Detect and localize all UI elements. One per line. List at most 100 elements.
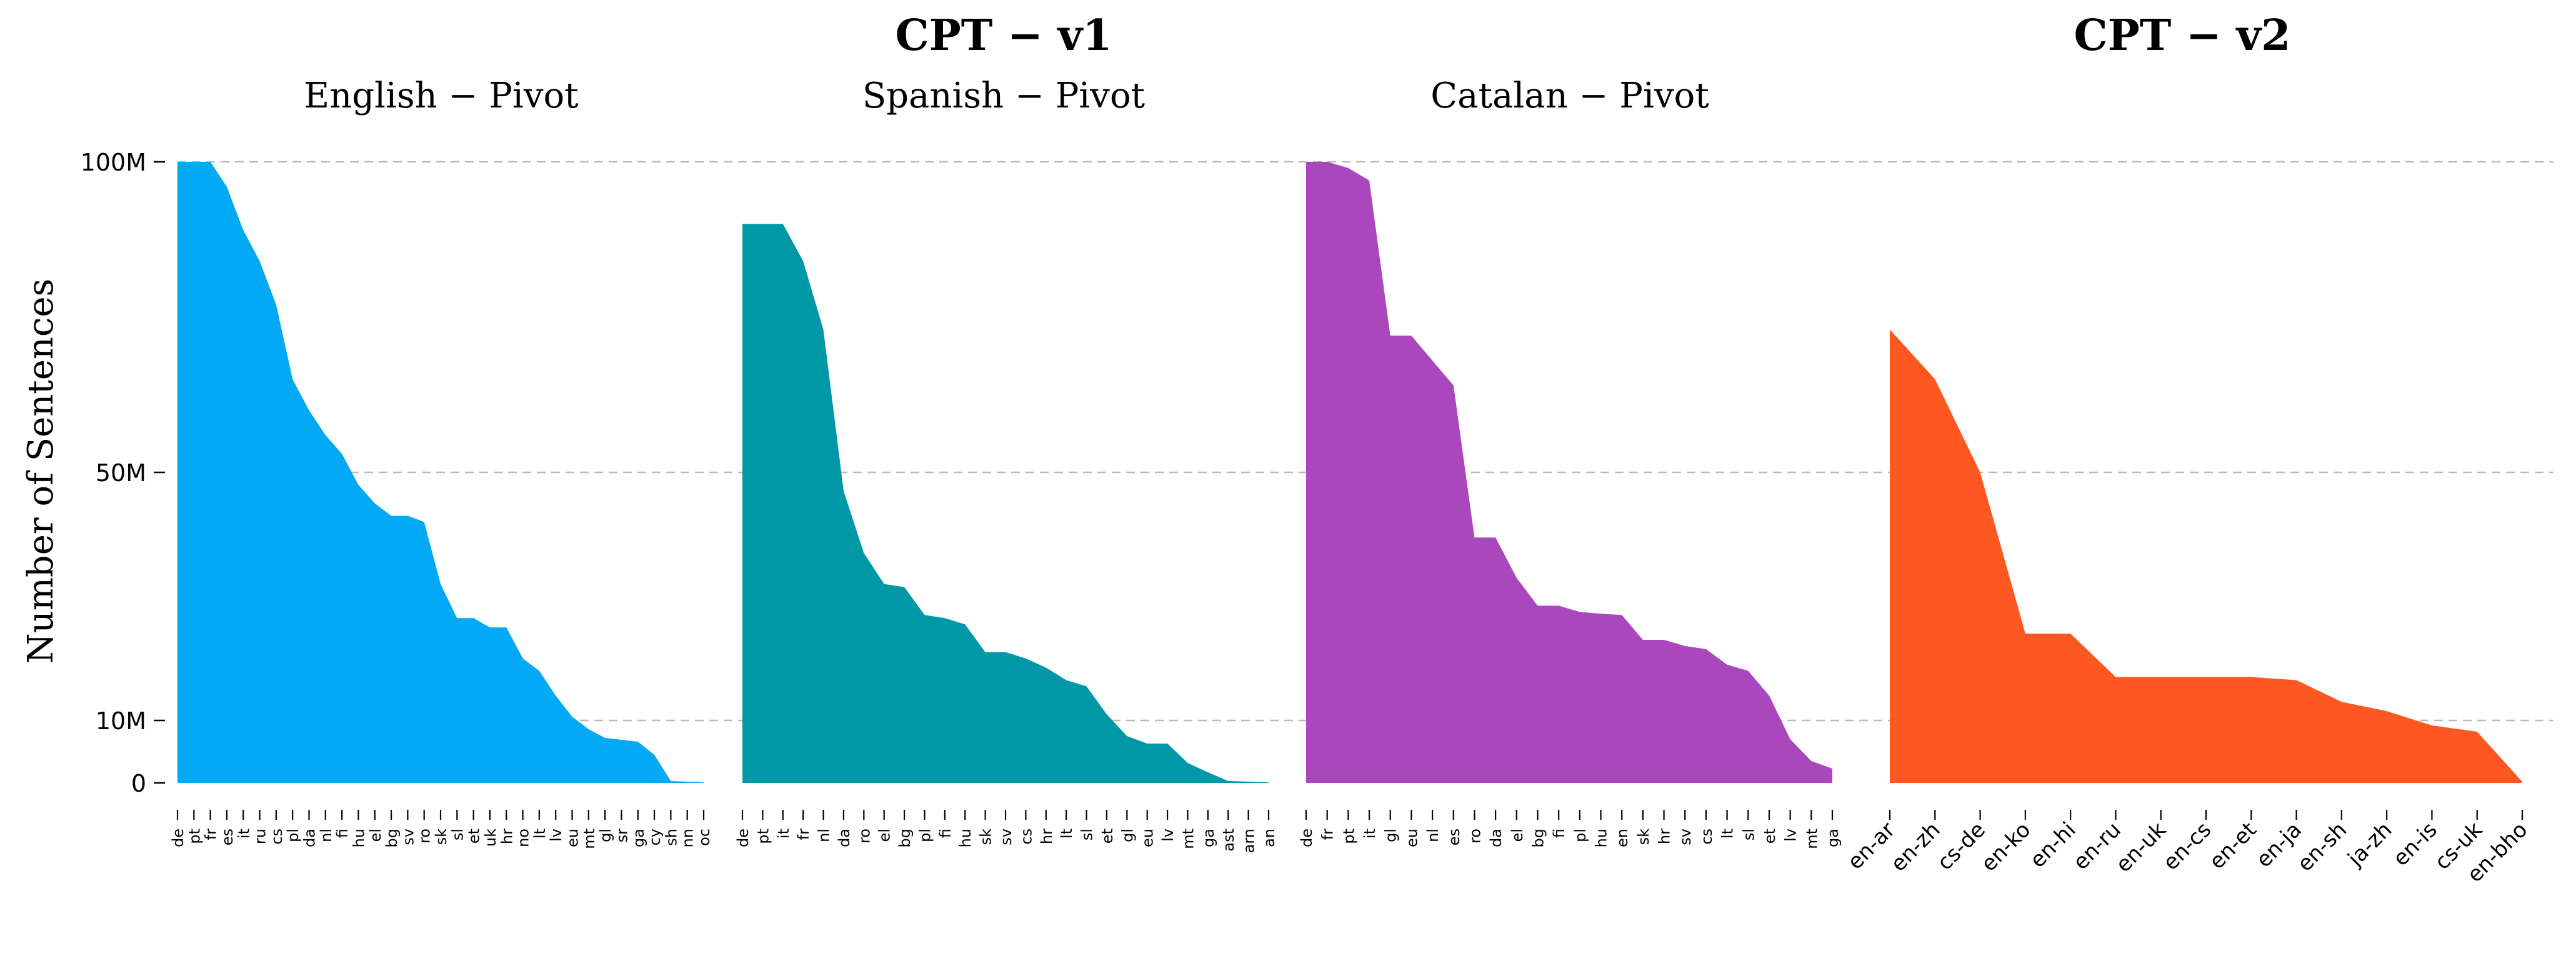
x-tick-label: fi bbox=[1550, 829, 1568, 838]
x-tick-label: et bbox=[466, 829, 483, 844]
x-tick-label: gl bbox=[1119, 829, 1136, 842]
x-tick-label: ja-zh bbox=[2343, 817, 2397, 872]
x-tick-label: de bbox=[734, 829, 752, 847]
x-tick-label: sl bbox=[449, 829, 466, 840]
y-axis: 0 10M 50M 100M bbox=[81, 149, 165, 797]
x-tick-label: fr bbox=[795, 829, 812, 840]
x-tick-label: es bbox=[219, 829, 236, 845]
x-tick-label: el bbox=[367, 829, 384, 842]
x-tick-label: en-ko bbox=[1976, 817, 2035, 877]
y-tick-label: 10M bbox=[96, 707, 146, 735]
x-tick-label: gl bbox=[1382, 829, 1400, 842]
x-tick-label: uk bbox=[482, 829, 499, 847]
x-tick-label: cy bbox=[646, 829, 664, 845]
x-tick-label: bg bbox=[896, 829, 914, 847]
x-tick-label: pt bbox=[186, 829, 203, 844]
y-tick-label: 100M bbox=[81, 149, 146, 176]
x-tick-label: cs-de bbox=[1932, 817, 1990, 875]
x-tick-label: fi bbox=[937, 829, 954, 838]
area-v2 bbox=[1890, 329, 2522, 783]
x-tick-label: en-zh bbox=[1886, 817, 1945, 877]
x-tick-label: sv bbox=[399, 829, 417, 845]
x-tick-label: sk bbox=[1635, 829, 1652, 845]
x-tick-label: el bbox=[876, 829, 894, 842]
x-tick-label: it bbox=[775, 829, 792, 839]
x-tick-label: en-uk bbox=[2111, 817, 2171, 877]
x-tick-label: no bbox=[515, 829, 532, 847]
area-catalan bbox=[1306, 162, 1832, 783]
x-tick-label: cs bbox=[1698, 829, 1715, 845]
x-tick-label: hr bbox=[1656, 829, 1674, 844]
x-tick-label: eu bbox=[1139, 829, 1157, 847]
x-tick-label: hu bbox=[957, 829, 974, 847]
area-english bbox=[177, 162, 704, 783]
x-tick-label: bg bbox=[383, 829, 401, 847]
x-tick-label: fi bbox=[334, 829, 351, 838]
x-tick-label: gl bbox=[597, 829, 614, 842]
x-tick-label: mt bbox=[1803, 829, 1820, 849]
x-tick-label: ro bbox=[1466, 829, 1484, 844]
x-tick-label: sl bbox=[1740, 829, 1757, 840]
y-tick-label: 0 bbox=[131, 770, 146, 797]
x-tick-label: oc bbox=[696, 829, 713, 846]
x-tick-label: ru bbox=[252, 829, 269, 844]
panel-title-english: English − Pivot bbox=[304, 76, 579, 116]
x-tick-label: sv bbox=[997, 829, 1015, 845]
x-tick-label: sk bbox=[977, 829, 995, 845]
x-tick-label: et bbox=[1099, 829, 1116, 844]
x-tick-label: lv bbox=[1782, 829, 1800, 842]
x-tick-label: de bbox=[1298, 829, 1315, 847]
x-tick-label: mt bbox=[581, 829, 598, 849]
x-tick-label: de bbox=[169, 829, 187, 847]
x-tick-label: lt bbox=[1719, 829, 1737, 839]
x-tick-label: ga bbox=[630, 829, 647, 847]
x-tick-label: pt bbox=[754, 829, 772, 844]
x-tick-label: et bbox=[1761, 829, 1779, 844]
x-tick-label: da bbox=[1487, 829, 1505, 847]
x-tick-label: hr bbox=[498, 829, 516, 844]
x-tick-label: en-sh bbox=[2292, 817, 2352, 877]
x-tick-label: el bbox=[1509, 829, 1526, 842]
x-tick-label: fr bbox=[202, 829, 220, 840]
x-tick-label: ga bbox=[1824, 829, 1842, 847]
x-tick-label: eu bbox=[564, 829, 582, 847]
x-tick-label: cs bbox=[268, 829, 286, 845]
x-tick-label: lt bbox=[1058, 829, 1076, 839]
x-tick-label: da bbox=[301, 829, 319, 847]
x-tick-label: sv bbox=[1677, 829, 1694, 845]
x-tick-label: ro bbox=[856, 829, 873, 844]
x-tick-label: hr bbox=[1038, 829, 1056, 844]
x-tick-label: bg bbox=[1529, 829, 1547, 847]
y-axis-label: Number of Sentences bbox=[21, 279, 61, 664]
group-title-v1: CPT − v1 bbox=[895, 11, 1112, 61]
x-tick-label: mt bbox=[1179, 829, 1197, 849]
x-tick-label: en-cs bbox=[2159, 817, 2217, 875]
x-tick-label: nn bbox=[679, 829, 697, 847]
x-tick-label: en-hi bbox=[2025, 817, 2081, 873]
panel-title-catalan: Catalan − Pivot bbox=[1430, 76, 1709, 116]
x-tick-label: lt bbox=[531, 829, 549, 839]
x-tick-label: nl bbox=[816, 829, 833, 842]
x-tick-label: ro bbox=[416, 829, 434, 844]
x-tick-label: sh bbox=[662, 829, 680, 846]
x-tick-label: cs bbox=[1017, 829, 1035, 845]
x-tick-label: hu bbox=[1593, 829, 1610, 847]
x-tick-label: nl bbox=[317, 829, 335, 842]
x-tick-label: sr bbox=[613, 829, 631, 843]
x-tick-label: it bbox=[235, 829, 252, 839]
x-axis: deptfresitrucspldanlfihuelbgsvrosksletuk… bbox=[169, 810, 2532, 887]
x-tick-label: eu bbox=[1403, 829, 1420, 847]
x-tick-label: en-et bbox=[2204, 817, 2261, 874]
x-tick-label: es bbox=[1445, 829, 1463, 845]
x-tick-label: pt bbox=[1340, 829, 1357, 844]
x-tick-label: en-is bbox=[2389, 817, 2442, 871]
x-tick-label: pl bbox=[284, 829, 302, 842]
area-spanish bbox=[742, 224, 1269, 783]
y-tick-label: 50M bbox=[96, 459, 146, 487]
x-tick-label: pl bbox=[916, 829, 934, 842]
x-tick-label: en-ar bbox=[1843, 817, 1900, 875]
x-tick-label: pl bbox=[1572, 829, 1589, 842]
x-tick-label: arn bbox=[1241, 829, 1258, 853]
x-tick-label: lv bbox=[1159, 829, 1177, 842]
